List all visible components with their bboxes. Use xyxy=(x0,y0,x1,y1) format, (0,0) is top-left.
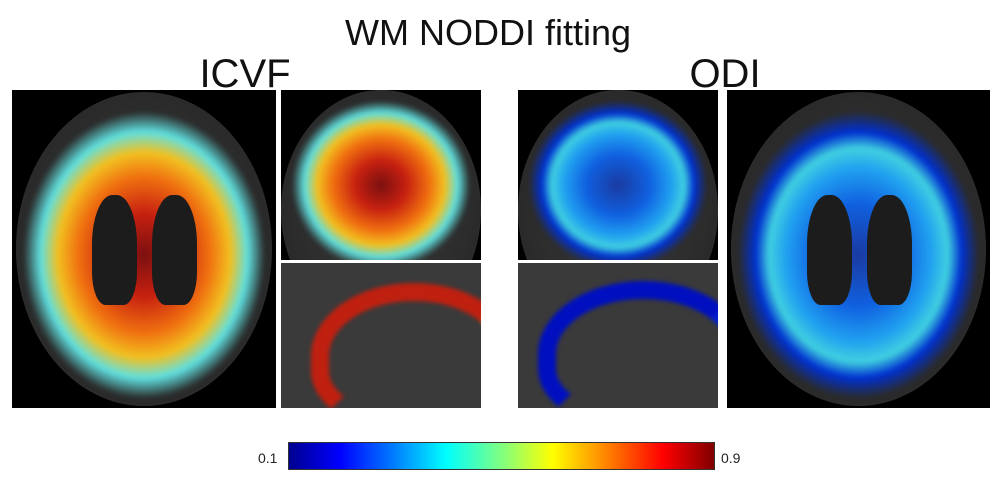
odi-axial-image xyxy=(727,90,990,408)
colorbar-max-label: 0.9 xyxy=(721,450,741,466)
odi-label: ODI xyxy=(689,52,761,96)
odi-sagittal-image xyxy=(518,263,718,408)
icvf-axial-image xyxy=(12,90,276,408)
icvf-sagittal-image xyxy=(281,263,481,408)
icvf-coronal-image xyxy=(281,90,481,260)
icvf-label: ICVF xyxy=(199,52,291,96)
colorbar-min-label: 0.1 xyxy=(258,450,278,466)
figure-title: WM NODDI fitting xyxy=(344,12,631,53)
colorbar xyxy=(288,442,715,470)
odi-coronal-image xyxy=(518,90,718,260)
